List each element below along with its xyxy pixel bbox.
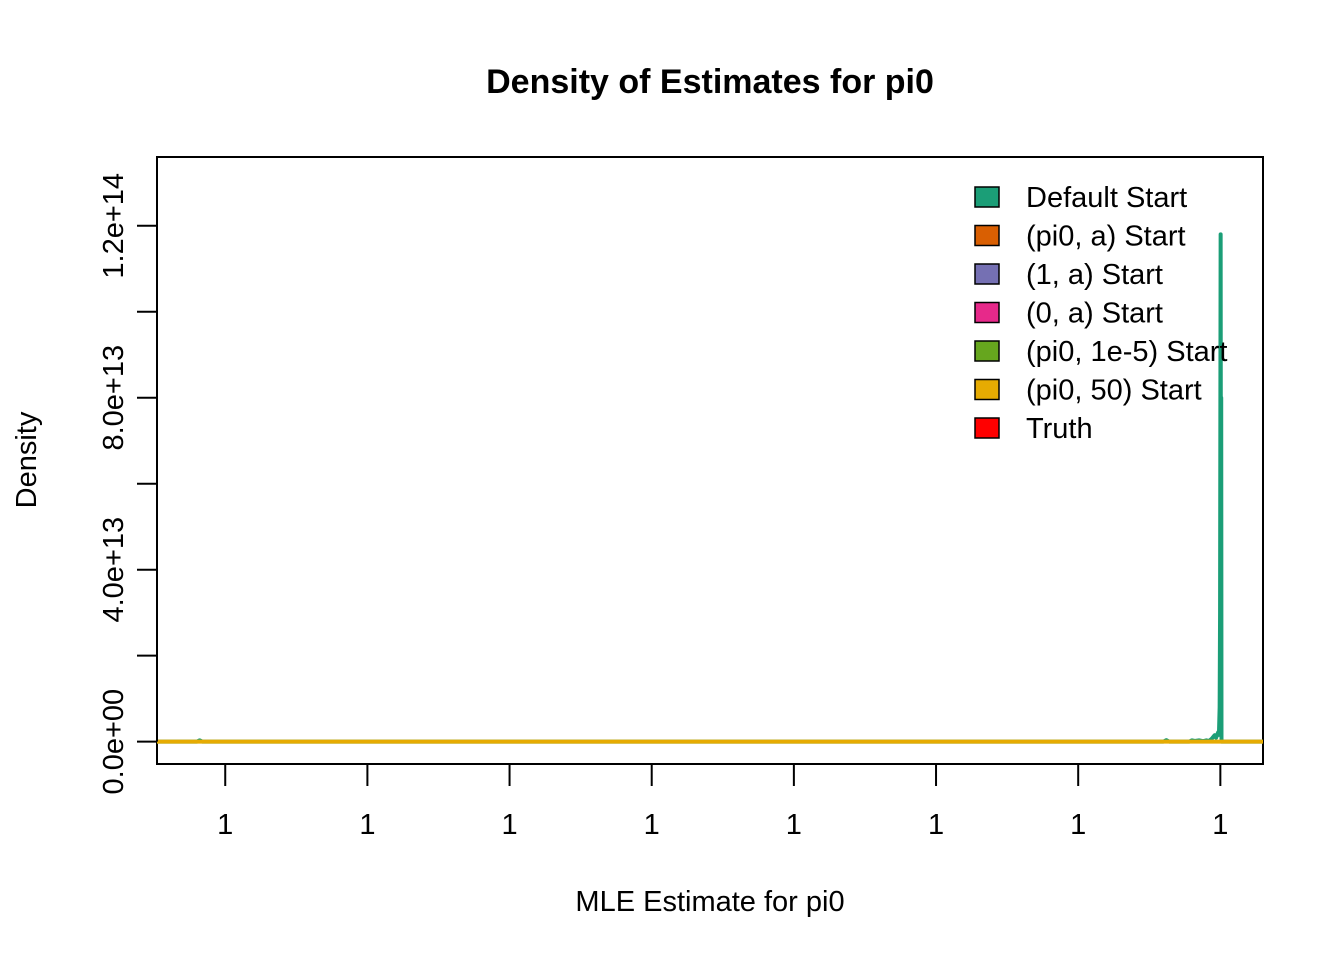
legend-label: Truth <box>1026 413 1093 445</box>
legend-swatch <box>974 301 1000 324</box>
legend-label: (pi0, 50) Start <box>1026 375 1202 407</box>
x-axis: 1 1 1 1 1 1 1 1 <box>217 764 1228 841</box>
legend-swatch <box>974 340 1000 362</box>
legend-label: (1, a) Start <box>1026 259 1163 291</box>
y-tick-label: 0.0e+00 <box>98 689 130 795</box>
y-axis: 0.0e+00 4.0e+13 8.0e+13 1.2e+14 <box>98 173 158 795</box>
x-tick-label: 1 <box>928 809 944 841</box>
x-tick-label: 1 <box>786 809 802 841</box>
x-tick-label: 1 <box>217 809 233 841</box>
y-tick-label: 8.0e+13 <box>98 345 130 451</box>
y-axis-label: Density <box>11 411 43 508</box>
x-tick-label: 1 <box>644 809 660 841</box>
x-tick-label: 1 <box>501 809 517 841</box>
legend-label: (0, a) Start <box>1026 298 1163 330</box>
legend-swatch <box>974 224 1000 247</box>
legend-swatch <box>974 378 1000 401</box>
x-tick-label: 1 <box>1212 809 1228 841</box>
y-tick-label: 4.0e+13 <box>98 517 130 623</box>
legend-label: Default Start <box>1026 182 1187 214</box>
legend-label: (pi0, a) Start <box>1026 221 1186 253</box>
x-axis-label: MLE Estimate for pi0 <box>575 886 844 918</box>
x-tick-label: 1 <box>1070 809 1086 841</box>
chart-title: Density of Estimates for pi0 <box>486 63 934 101</box>
legend: Default Start (pi0, a) Start (1, a) Start (… <box>974 182 1227 445</box>
legend-swatch <box>974 263 1000 285</box>
legend-swatch <box>974 186 1000 208</box>
y-tick-label: 1.2e+14 <box>98 173 130 279</box>
x-tick-label: 1 <box>359 809 375 841</box>
legend-label: (pi0, 1e-5) Start <box>1026 336 1227 368</box>
series-layer <box>157 232 1263 744</box>
legend-swatch <box>974 417 1000 439</box>
